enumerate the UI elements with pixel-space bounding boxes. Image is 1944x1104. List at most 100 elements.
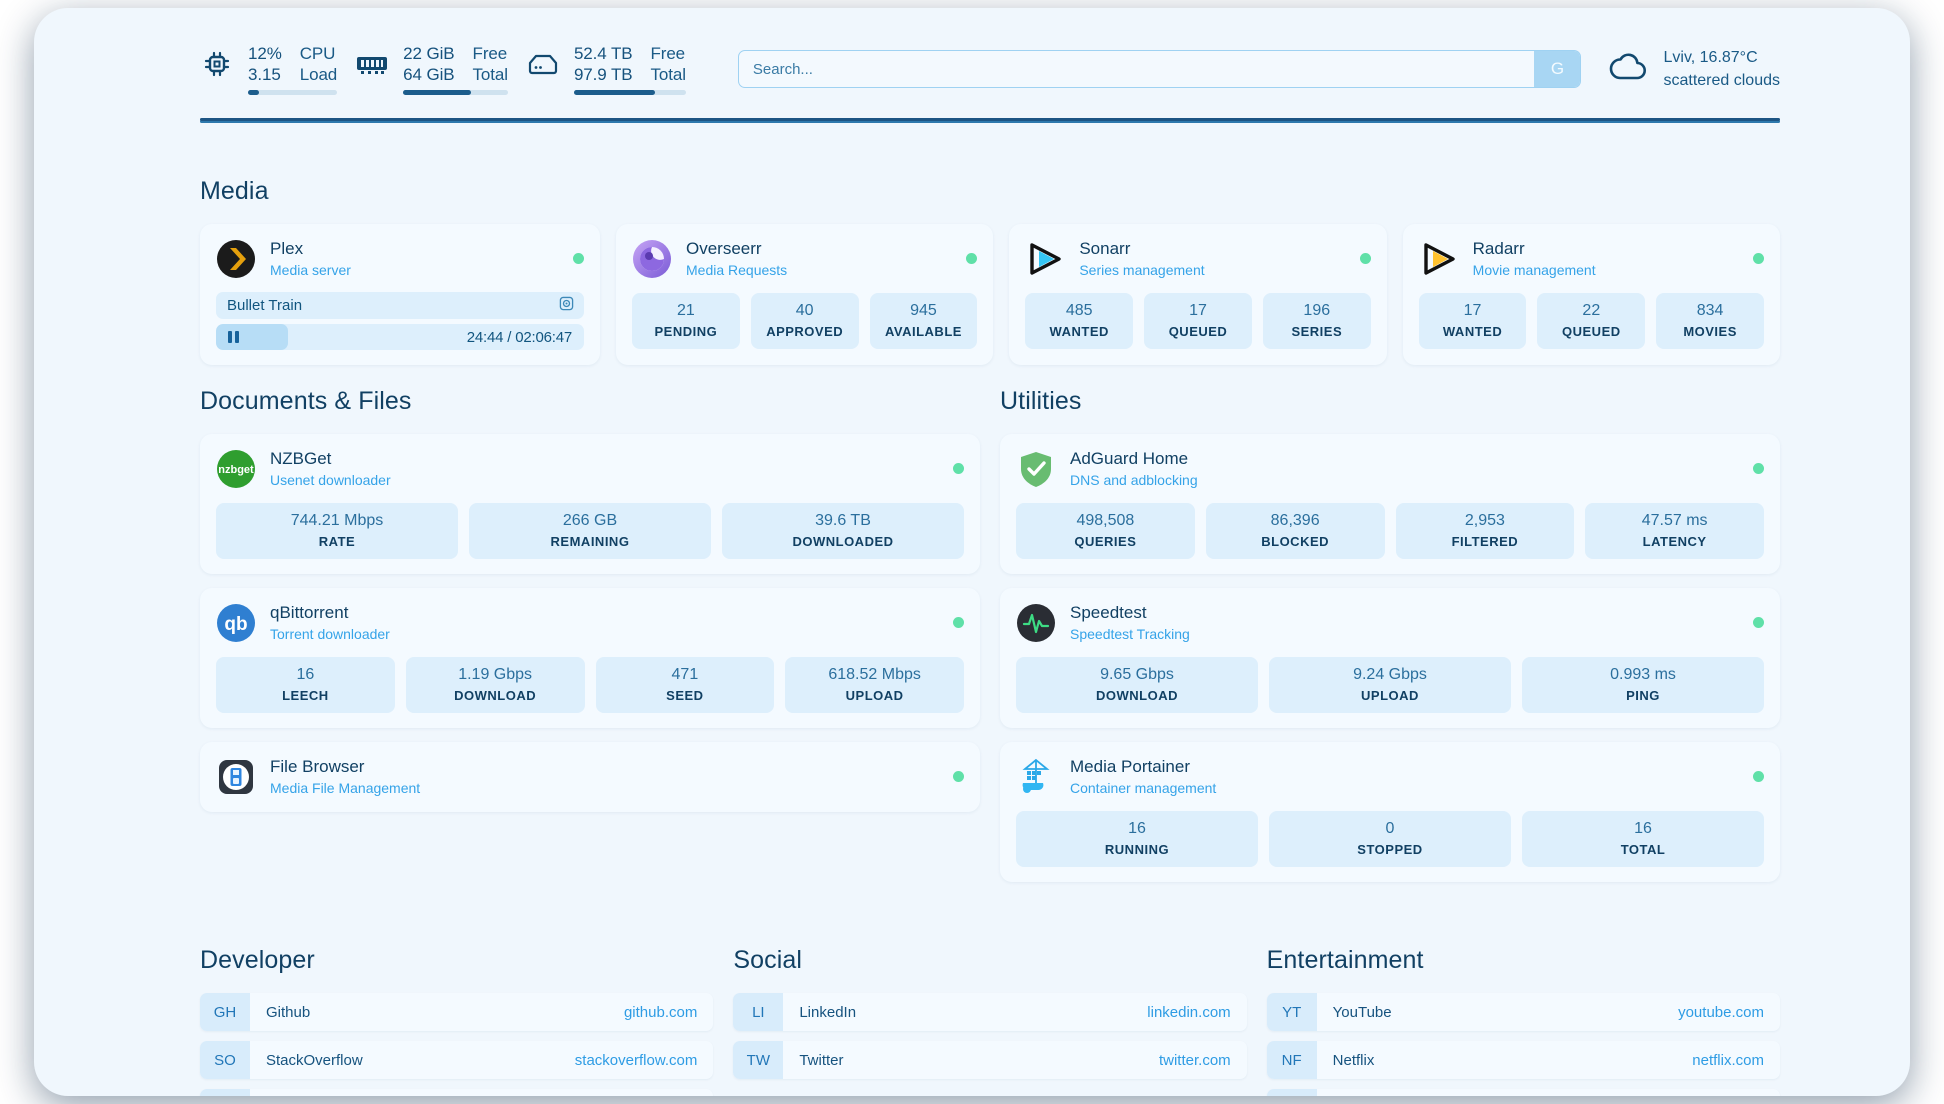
- bookmark-item[interactable]: LI LinkedIn linkedin.com: [733, 993, 1247, 1031]
- bookmark-item[interactable]: DTDEVdev.to: [200, 1089, 714, 1096]
- app-subtitle: Usenet downloader: [270, 472, 391, 488]
- stat-row: 744.21 Mbps RATE 266 GB REMAINING 39.6 TB DOW…: [216, 503, 964, 559]
- resource-label-primary: Free: [472, 43, 508, 63]
- card-titles: Media Portainer Container management: [1070, 756, 1739, 797]
- bookmark-item[interactable]: NF Netflix netflix.com: [1266, 1041, 1780, 1079]
- app-name: NZBGet: [270, 449, 332, 468]
- bookmark-name: StackOverflow: [266, 1051, 363, 1069]
- stat-tile[interactable]: 9.65 Gbps DOWNLOAD: [1016, 657, 1258, 713]
- stat-value: 17: [1189, 302, 1207, 319]
- stat-tile[interactable]: 485 WANTED: [1025, 293, 1134, 349]
- bookmark-group-social: Social LI LinkedIn linkedin.com TW Twitter twi…: [733, 946, 1247, 1096]
- stat-tile[interactable]: 498,508 QUERIES: [1016, 503, 1195, 559]
- stat-tile[interactable]: 266 GB REMAINING: [469, 503, 711, 559]
- weather-text: Lviv, 16.87°C scattered clouds: [1663, 47, 1780, 91]
- app-card-sonarr[interactable]: Sonarr Series management 485 WANTED 17 QUEUED…: [1009, 224, 1387, 365]
- section-title-utilities: Utilities: [1000, 387, 1082, 415]
- stat-tile[interactable]: 471 SEED: [595, 657, 775, 713]
- stat-tile[interactable]: 744.21 Mbps RATE: [216, 503, 458, 559]
- bookmark-item[interactable]: RERedditreddit.com: [1266, 1089, 1780, 1096]
- dashboard-content: 12% 3.15 CPU Load 22 GiB 64 GiB Free Total 52.4 …: [34, 8, 1910, 1096]
- stat-value: 22: [1582, 302, 1601, 319]
- stat-tile[interactable]: 945 AVAILABLE: [869, 293, 978, 349]
- search-input[interactable]: [738, 51, 1535, 87]
- search-submit-button[interactable]: G: [1534, 51, 1581, 87]
- app-name: Plex: [270, 239, 304, 258]
- card-titles: Sonarr Series management: [1079, 238, 1345, 279]
- app-card-nzbget[interactable]: nzbget NZBGet Usenet downloader 744.21 Mbps…: [200, 434, 980, 574]
- card-header: File Browser Media File Management: [216, 756, 964, 797]
- stat-tile[interactable]: 17 WANTED: [1418, 293, 1527, 349]
- stat-label: PING: [1626, 688, 1660, 703]
- app-card-qbittorrent[interactable]: qb qBittorrent Torrent downloader 16 LEECH 1.…: [200, 588, 980, 728]
- stat-label: DOWNLOADED: [792, 534, 894, 549]
- resource-widget-cpu: 12% 3.15 CPU Load: [200, 44, 355, 95]
- stat-value: 471: [671, 666, 699, 683]
- stat-tile[interactable]: 16 TOTAL: [1522, 811, 1764, 867]
- bookmark-url: linkedin.com: [1147, 1003, 1231, 1021]
- section-title-entertainment: Entertainment: [1266, 946, 1424, 974]
- app-subtitle: Series management: [1079, 262, 1205, 278]
- stat-tile[interactable]: 0 STOPPED: [1269, 811, 1511, 867]
- stat-tile[interactable]: 0.993 ms PING: [1522, 657, 1764, 713]
- stat-tile[interactable]: 40 APPROVED: [750, 293, 859, 349]
- bookmark-item[interactable]: YT YouTube youtube.com: [1266, 993, 1780, 1031]
- stat-tile[interactable]: 16 LEECH: [216, 657, 395, 713]
- playback-time: 24:44 / 02:06:47: [467, 329, 572, 346]
- now-playing-title: Bullet Train: [227, 297, 303, 314]
- stat-label: BLOCKED: [1261, 534, 1330, 549]
- resource-label-secondary: Load: [299, 64, 338, 84]
- card-header: Radarr Movie management: [1419, 238, 1764, 279]
- stat-tile[interactable]: 17 QUEUED: [1144, 293, 1252, 349]
- stat-value: 47.57 ms: [1641, 512, 1708, 529]
- playback-duration: 02:06:47: [515, 328, 572, 346]
- cast-icon[interactable]: [559, 296, 574, 316]
- stat-value: 16: [1634, 820, 1652, 837]
- bookmark-item[interactable]: TW Twitter twitter.com: [733, 1041, 1247, 1079]
- stat-tile[interactable]: 39.6 TB DOWNLOADED: [722, 503, 964, 559]
- card-header: Overseerr Media Requests: [632, 238, 978, 279]
- stat-tile[interactable]: 47.57 ms LATENCY: [1585, 503, 1764, 559]
- stat-value: 16: [1128, 820, 1146, 837]
- app-card-overseerr[interactable]: Overseerr Media Requests 21 PENDING 40 APPROV…: [616, 224, 994, 365]
- app-card-radarr[interactable]: Radarr Movie management 17 WANTED 22 QUEUED 83…: [1402, 224, 1780, 365]
- documents-section: Documents & Files nzbget NZBGet Usenet dow…: [200, 387, 980, 882]
- bookmark-item[interactable]: GH Github github.com: [200, 993, 714, 1031]
- stat-tile[interactable]: 16 RUNNING: [1016, 811, 1258, 867]
- card-titles: Overseerr Media Requests: [686, 238, 952, 279]
- playback-progress-bar[interactable]: 24:44 / 02:06:47: [216, 324, 584, 350]
- stat-tile[interactable]: 9.24 Gbps UPLOAD: [1269, 657, 1511, 713]
- pause-icon[interactable]: [228, 331, 239, 343]
- stat-tile[interactable]: 1.19 Gbps DOWNLOAD: [405, 657, 585, 713]
- qbittorrent-icon: qb: [216, 603, 256, 643]
- resource-value-secondary: 64 GiB: [403, 64, 455, 84]
- app-card-plex[interactable]: Plex Media server Bullet Train: [200, 224, 600, 365]
- resource-value-primary: 52.4 TB: [573, 43, 633, 63]
- bookmark-abbr: RE: [1266, 1089, 1317, 1096]
- app-card-media-portainer[interactable]: Media Portainer Container management 16 RUN…: [1000, 742, 1780, 882]
- card-titles: NZBGet Usenet downloader: [270, 448, 939, 489]
- stat-tile[interactable]: 2,953 FILTERED: [1395, 503, 1575, 559]
- stat-tile[interactable]: 618.52 Mbps UPLOAD: [785, 657, 964, 713]
- bookmark-item[interactable]: SO StackOverflow stackoverflow.com: [200, 1041, 714, 1079]
- app-card-file-browser[interactable]: File Browser Media File Management: [200, 742, 980, 812]
- stat-tile[interactable]: 22 QUEUED: [1537, 293, 1646, 349]
- stat-tile[interactable]: 21 PENDING: [632, 293, 740, 349]
- app-card-adguard-home[interactable]: AdGuard Home DNS and adblocking 498,508 QUE…: [1000, 434, 1780, 574]
- search-box[interactable]: G: [737, 50, 1582, 88]
- stat-tile[interactable]: 196 SERIES: [1262, 293, 1371, 349]
- stat-label: AVAILABLE: [884, 324, 962, 339]
- stat-tile[interactable]: 834 MOVIES: [1656, 293, 1764, 349]
- bookmark-url: netflix.com: [1692, 1051, 1764, 1069]
- stat-value: 2,953: [1464, 512, 1505, 529]
- status-badge-online: [1359, 253, 1371, 264]
- stat-value: 0.993 ms: [1610, 666, 1676, 683]
- utilities-cards: AdGuard Home DNS and adblocking 498,508 QUE…: [1000, 434, 1780, 882]
- stat-value: 618.52 Mbps: [828, 666, 921, 683]
- section-title-documents: Documents & Files: [200, 387, 412, 415]
- stat-tile[interactable]: 86,396 BLOCKED: [1205, 503, 1385, 559]
- app-card-speedtest[interactable]: Speedtest Speedtest Tracking 9.65 Gbps DOWN…: [1000, 588, 1780, 728]
- app-name: Sonarr: [1079, 239, 1131, 258]
- stat-row: 498,508 QUERIES 86,396 BLOCKED 2,953 FILTERED…: [1016, 503, 1764, 559]
- speedtest-icon: [1016, 603, 1056, 643]
